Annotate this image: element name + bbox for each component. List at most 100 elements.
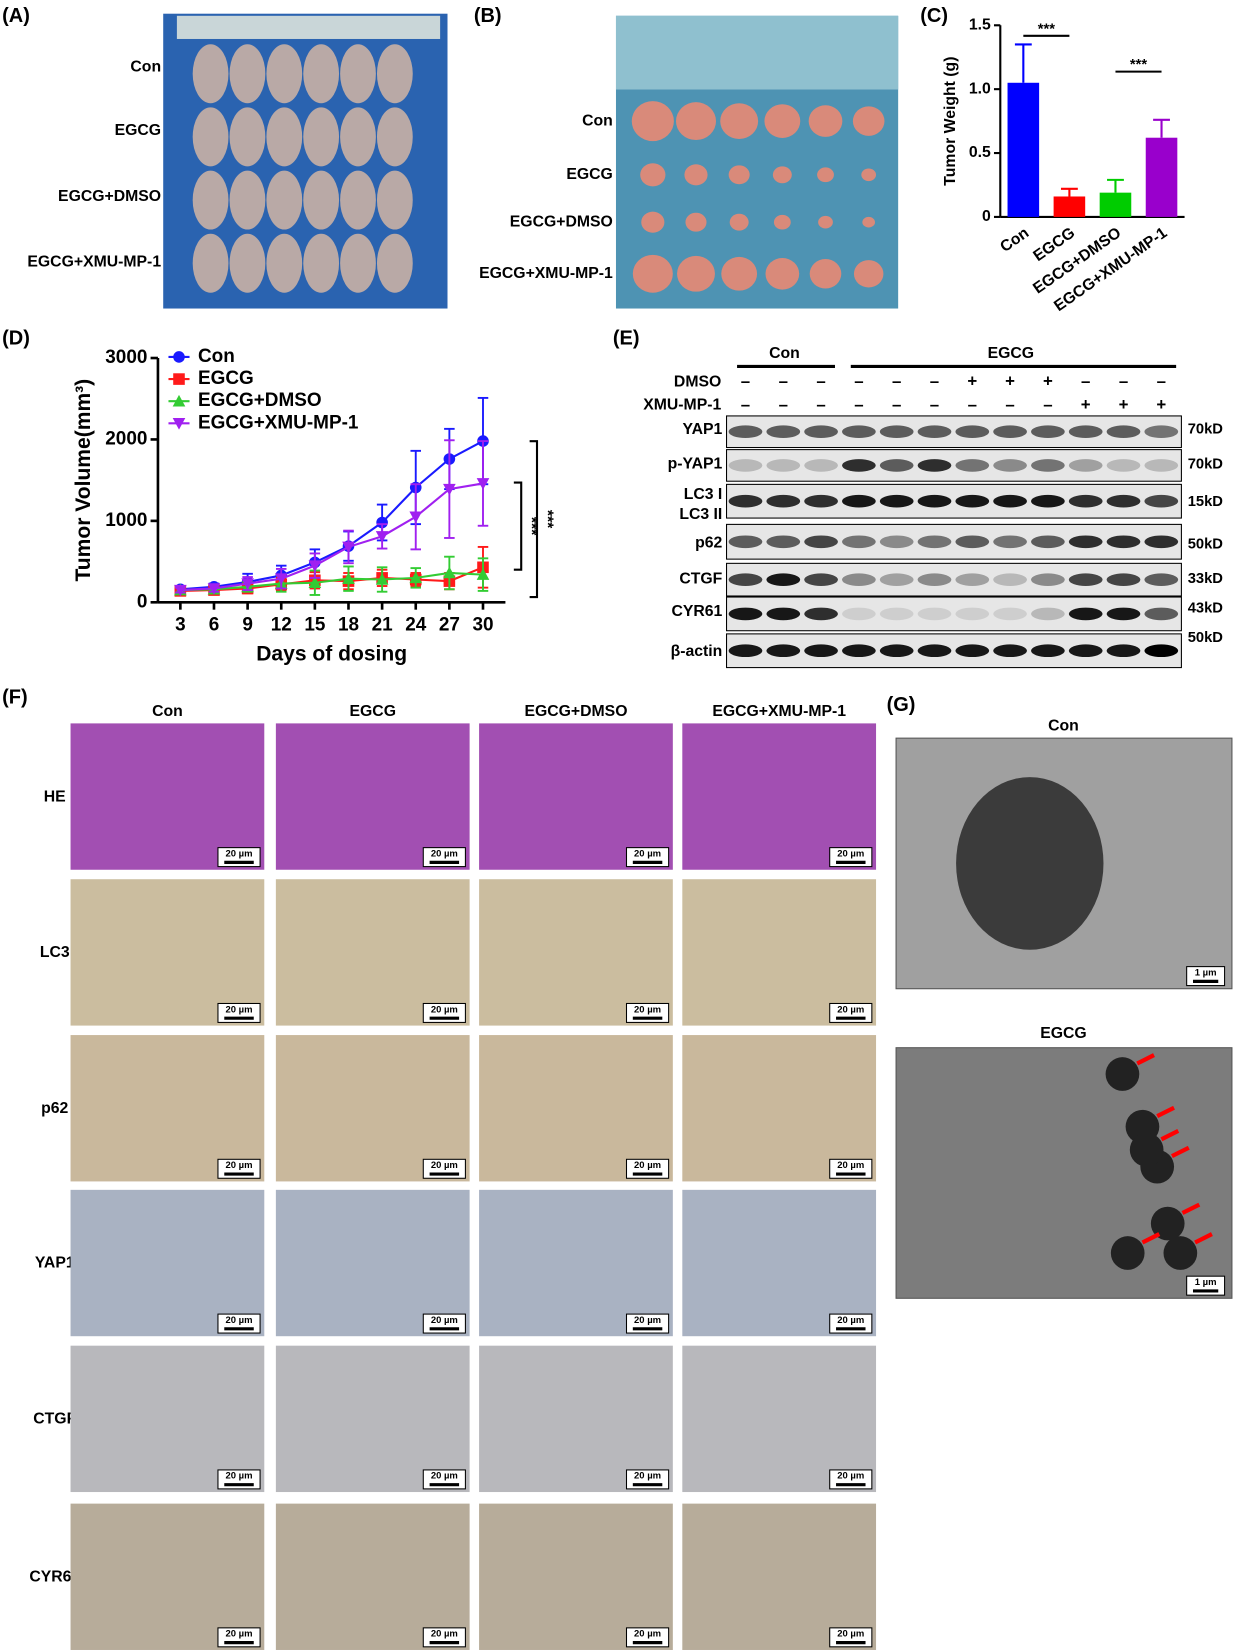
group-label: EGCG bbox=[115, 122, 161, 139]
band bbox=[993, 459, 1027, 472]
legend-label: EGCG+DMSO bbox=[198, 390, 322, 411]
micrograph bbox=[275, 1345, 470, 1493]
band bbox=[728, 644, 763, 658]
tumor bbox=[675, 102, 717, 141]
mouse bbox=[303, 44, 340, 104]
scale-label: 20 µm bbox=[837, 848, 864, 859]
blot bbox=[726, 596, 1182, 632]
micrograph bbox=[479, 1189, 673, 1337]
arrow bbox=[1194, 1232, 1213, 1245]
legend-label: EGCG+XMU-MP-1 bbox=[198, 412, 358, 433]
mouse bbox=[266, 170, 303, 230]
y-tick-label: 0 bbox=[982, 208, 991, 225]
band bbox=[728, 607, 763, 621]
treatment-sign: – bbox=[930, 372, 939, 391]
micrograph bbox=[479, 1345, 673, 1493]
ruler bbox=[176, 15, 441, 39]
mouse bbox=[229, 107, 266, 167]
band bbox=[1106, 425, 1141, 439]
scale-label: 20 µm bbox=[225, 1315, 252, 1326]
blot bbox=[726, 633, 1182, 669]
band bbox=[993, 425, 1027, 439]
band bbox=[993, 573, 1027, 586]
band bbox=[728, 459, 763, 472]
mouse bbox=[376, 44, 413, 104]
panel-label: (G) bbox=[887, 694, 916, 716]
marker bbox=[342, 572, 355, 584]
band bbox=[1106, 573, 1141, 586]
band bbox=[1068, 425, 1103, 439]
significance: *** bbox=[523, 517, 540, 536]
tumor bbox=[852, 106, 885, 136]
bar bbox=[1007, 82, 1040, 217]
band bbox=[879, 573, 914, 586]
blot bbox=[726, 415, 1182, 449]
x-tick-label: 12 bbox=[271, 614, 292, 635]
scale-label: 20 µm bbox=[431, 1160, 458, 1171]
significance: *** bbox=[538, 510, 555, 529]
band bbox=[955, 607, 990, 621]
micrograph bbox=[275, 1035, 470, 1182]
blot bbox=[726, 562, 1182, 597]
scale-label: 20 µm bbox=[634, 1471, 661, 1482]
marker bbox=[342, 541, 355, 554]
x-tick-label: Con bbox=[997, 224, 1032, 256]
mouse bbox=[340, 107, 376, 167]
micrograph bbox=[682, 879, 877, 1026]
mouse bbox=[376, 233, 413, 293]
scale-label: 20 µm bbox=[225, 848, 252, 859]
band bbox=[955, 644, 990, 658]
band bbox=[917, 459, 952, 472]
scale-label: 20 µm bbox=[225, 1629, 252, 1640]
treatment-sign: + bbox=[1081, 395, 1091, 414]
protein-label: CYR61 bbox=[671, 603, 722, 620]
tumor bbox=[728, 165, 750, 185]
group-label: EGCG+DMSO bbox=[58, 188, 161, 205]
marker bbox=[375, 531, 389, 543]
treatment-sign: – bbox=[779, 395, 788, 414]
series-line bbox=[180, 571, 484, 592]
x-axis-label: Days of dosing bbox=[256, 643, 407, 666]
mouse bbox=[376, 170, 413, 230]
band bbox=[1144, 459, 1179, 472]
row-label: CYR61 bbox=[29, 1569, 80, 1586]
group-label: EGCG bbox=[566, 166, 612, 183]
band bbox=[993, 607, 1027, 621]
group-label: EGCG bbox=[988, 345, 1034, 362]
band bbox=[955, 425, 990, 439]
band bbox=[1144, 425, 1179, 439]
mouse bbox=[376, 107, 413, 167]
panel-label: (E) bbox=[613, 327, 640, 349]
band bbox=[1068, 573, 1103, 586]
tumor bbox=[640, 163, 666, 187]
size-label: 15kD bbox=[1188, 494, 1224, 510]
band bbox=[1068, 607, 1103, 621]
micrograph bbox=[70, 1035, 265, 1182]
y-tick-label: 0.5 bbox=[969, 144, 991, 161]
autophagosome bbox=[1163, 1236, 1198, 1270]
band bbox=[842, 459, 876, 472]
band bbox=[766, 607, 801, 621]
series-line bbox=[180, 440, 484, 591]
mouse bbox=[340, 233, 376, 293]
treatment-sign: – bbox=[854, 372, 863, 391]
treatment-sign: – bbox=[1043, 395, 1052, 414]
band bbox=[1031, 644, 1065, 658]
micrograph bbox=[479, 879, 673, 1026]
group-label: EGCG+DMSO bbox=[510, 213, 613, 230]
band bbox=[842, 573, 876, 586]
tumor bbox=[808, 105, 843, 137]
mouse bbox=[340, 170, 376, 230]
marker bbox=[409, 511, 423, 524]
mouse bbox=[303, 107, 340, 167]
scale-label: 20 µm bbox=[431, 848, 458, 859]
treatment-sign: – bbox=[968, 395, 977, 414]
panel-label: (C) bbox=[920, 5, 948, 27]
micrograph bbox=[70, 723, 265, 870]
scale-label: 20 µm bbox=[431, 1629, 458, 1640]
scale-label: 20 µm bbox=[225, 1004, 252, 1015]
marker bbox=[409, 571, 423, 584]
treatment-label: XMU-MP-1 bbox=[643, 397, 721, 414]
treatment-sign: – bbox=[816, 372, 825, 391]
group-label: Con bbox=[769, 345, 800, 362]
